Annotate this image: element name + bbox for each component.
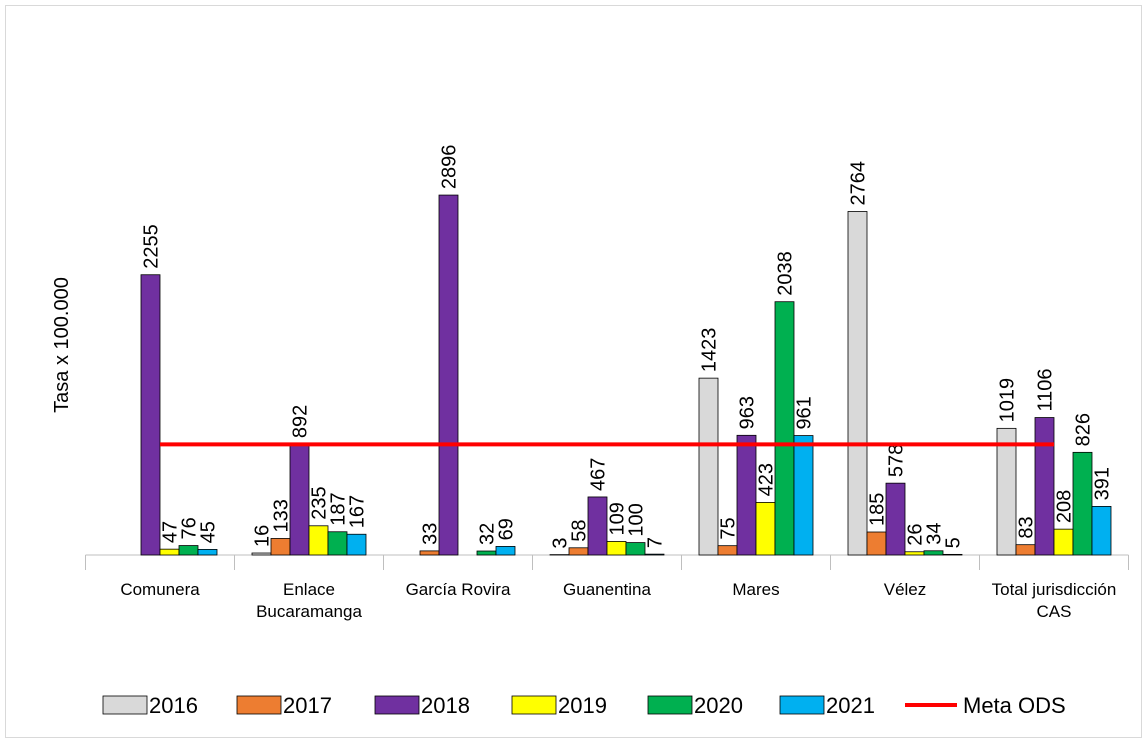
- data-label: 2764: [848, 161, 870, 206]
- data-label: 76: [179, 517, 201, 539]
- data-label: 467: [588, 458, 610, 491]
- bar: [1034, 417, 1055, 556]
- bar: [251, 552, 272, 556]
- data-label: 109: [607, 502, 629, 535]
- data-label: 100: [626, 503, 648, 536]
- chart-border: [5, 5, 1142, 738]
- legend-label: 2019: [558, 693, 607, 718]
- legend-swatch: [236, 695, 282, 715]
- bar: [327, 531, 348, 556]
- legend-label: 2016: [149, 693, 198, 718]
- data-label: 47: [160, 521, 182, 543]
- data-label: 75: [718, 517, 740, 539]
- data-label: 185: [867, 493, 889, 526]
- data-label: 32: [477, 523, 499, 545]
- data-label: 1106: [1035, 369, 1057, 412]
- data-label: 1423: [699, 328, 721, 373]
- x-tick-label: Comunera: [120, 580, 200, 599]
- data-label: 3: [550, 538, 572, 549]
- bar: [793, 435, 814, 556]
- data-label: 33: [420, 523, 442, 545]
- data-label: 34: [924, 523, 946, 545]
- bar: [140, 274, 161, 556]
- data-label: 2038: [775, 251, 797, 296]
- bar: [289, 443, 310, 556]
- bar: [885, 482, 906, 556]
- bar: [476, 550, 497, 556]
- bar: [866, 531, 887, 556]
- bar: [736, 434, 757, 556]
- bar: [178, 545, 199, 556]
- bar: [942, 553, 963, 556]
- bar: [847, 211, 868, 556]
- data-label: 187: [328, 492, 350, 525]
- bar: [438, 194, 459, 556]
- bar: [419, 550, 440, 556]
- legend-swatch: [779, 695, 825, 715]
- legend-label: 2018: [421, 693, 470, 718]
- bar: [495, 546, 516, 556]
- bar: [625, 542, 646, 556]
- bar: [774, 301, 795, 556]
- bar: [606, 541, 627, 556]
- data-label: 961: [794, 396, 816, 429]
- data-label: 2896: [439, 145, 461, 190]
- bar: [346, 533, 367, 556]
- data-label: 235: [309, 486, 331, 519]
- bar: [1091, 506, 1112, 556]
- data-label: 892: [290, 405, 312, 438]
- bar: [159, 548, 180, 556]
- data-label: 45: [198, 521, 220, 543]
- x-tick-label: Enlace Bucaramanga: [256, 580, 362, 621]
- legend-swatch: [102, 695, 148, 715]
- legend-label: 2021: [826, 693, 875, 718]
- x-tick-label: Total jurisdicción CAS: [991, 580, 1117, 621]
- data-label: 58: [569, 520, 591, 542]
- bar: [717, 545, 738, 556]
- x-tick-label: Guanentina: [563, 580, 651, 599]
- x-tick-label: García Rovira: [405, 580, 511, 599]
- bar: [644, 553, 665, 556]
- bar: [270, 538, 291, 556]
- bar: [568, 547, 589, 556]
- bar: [904, 551, 925, 556]
- data-label: 423: [756, 463, 778, 496]
- bar: [1072, 451, 1093, 556]
- legend-swatch: [511, 695, 557, 715]
- legend-swatch: [647, 695, 693, 715]
- bar: [755, 502, 776, 556]
- data-label: 578: [886, 444, 908, 477]
- data-label: 167: [347, 495, 369, 528]
- bar: [996, 427, 1017, 556]
- data-label: 69: [496, 518, 518, 540]
- data-label: 5: [943, 537, 965, 548]
- data-label: 2255: [141, 224, 163, 269]
- bar: [698, 377, 719, 556]
- data-label: 133: [271, 499, 293, 532]
- bar: [308, 525, 329, 556]
- data-label: 826: [1073, 413, 1095, 446]
- data-label: 208: [1054, 490, 1076, 523]
- y-axis-label: Tasa x 100.000: [51, 277, 73, 413]
- legend-label: Meta ODS: [963, 693, 1066, 718]
- data-label: 391: [1092, 467, 1114, 500]
- bar: [1053, 528, 1074, 556]
- data-label: 26: [905, 524, 927, 546]
- data-label: 963: [737, 396, 759, 429]
- data-label: 1019: [997, 378, 1019, 423]
- data-label: 83: [1016, 516, 1038, 538]
- legend-label: 2020: [694, 693, 743, 718]
- x-tick-label: Mares: [732, 580, 780, 599]
- bar: [1015, 544, 1036, 556]
- bar: [587, 496, 608, 556]
- x-tick-label: Vélez: [883, 580, 927, 599]
- data-label: 16: [252, 525, 274, 547]
- bar: [923, 550, 944, 556]
- bar: [197, 549, 218, 556]
- legend-label: 2017: [283, 693, 332, 718]
- data-label: 7: [645, 537, 667, 548]
- legend-swatch: [374, 695, 420, 715]
